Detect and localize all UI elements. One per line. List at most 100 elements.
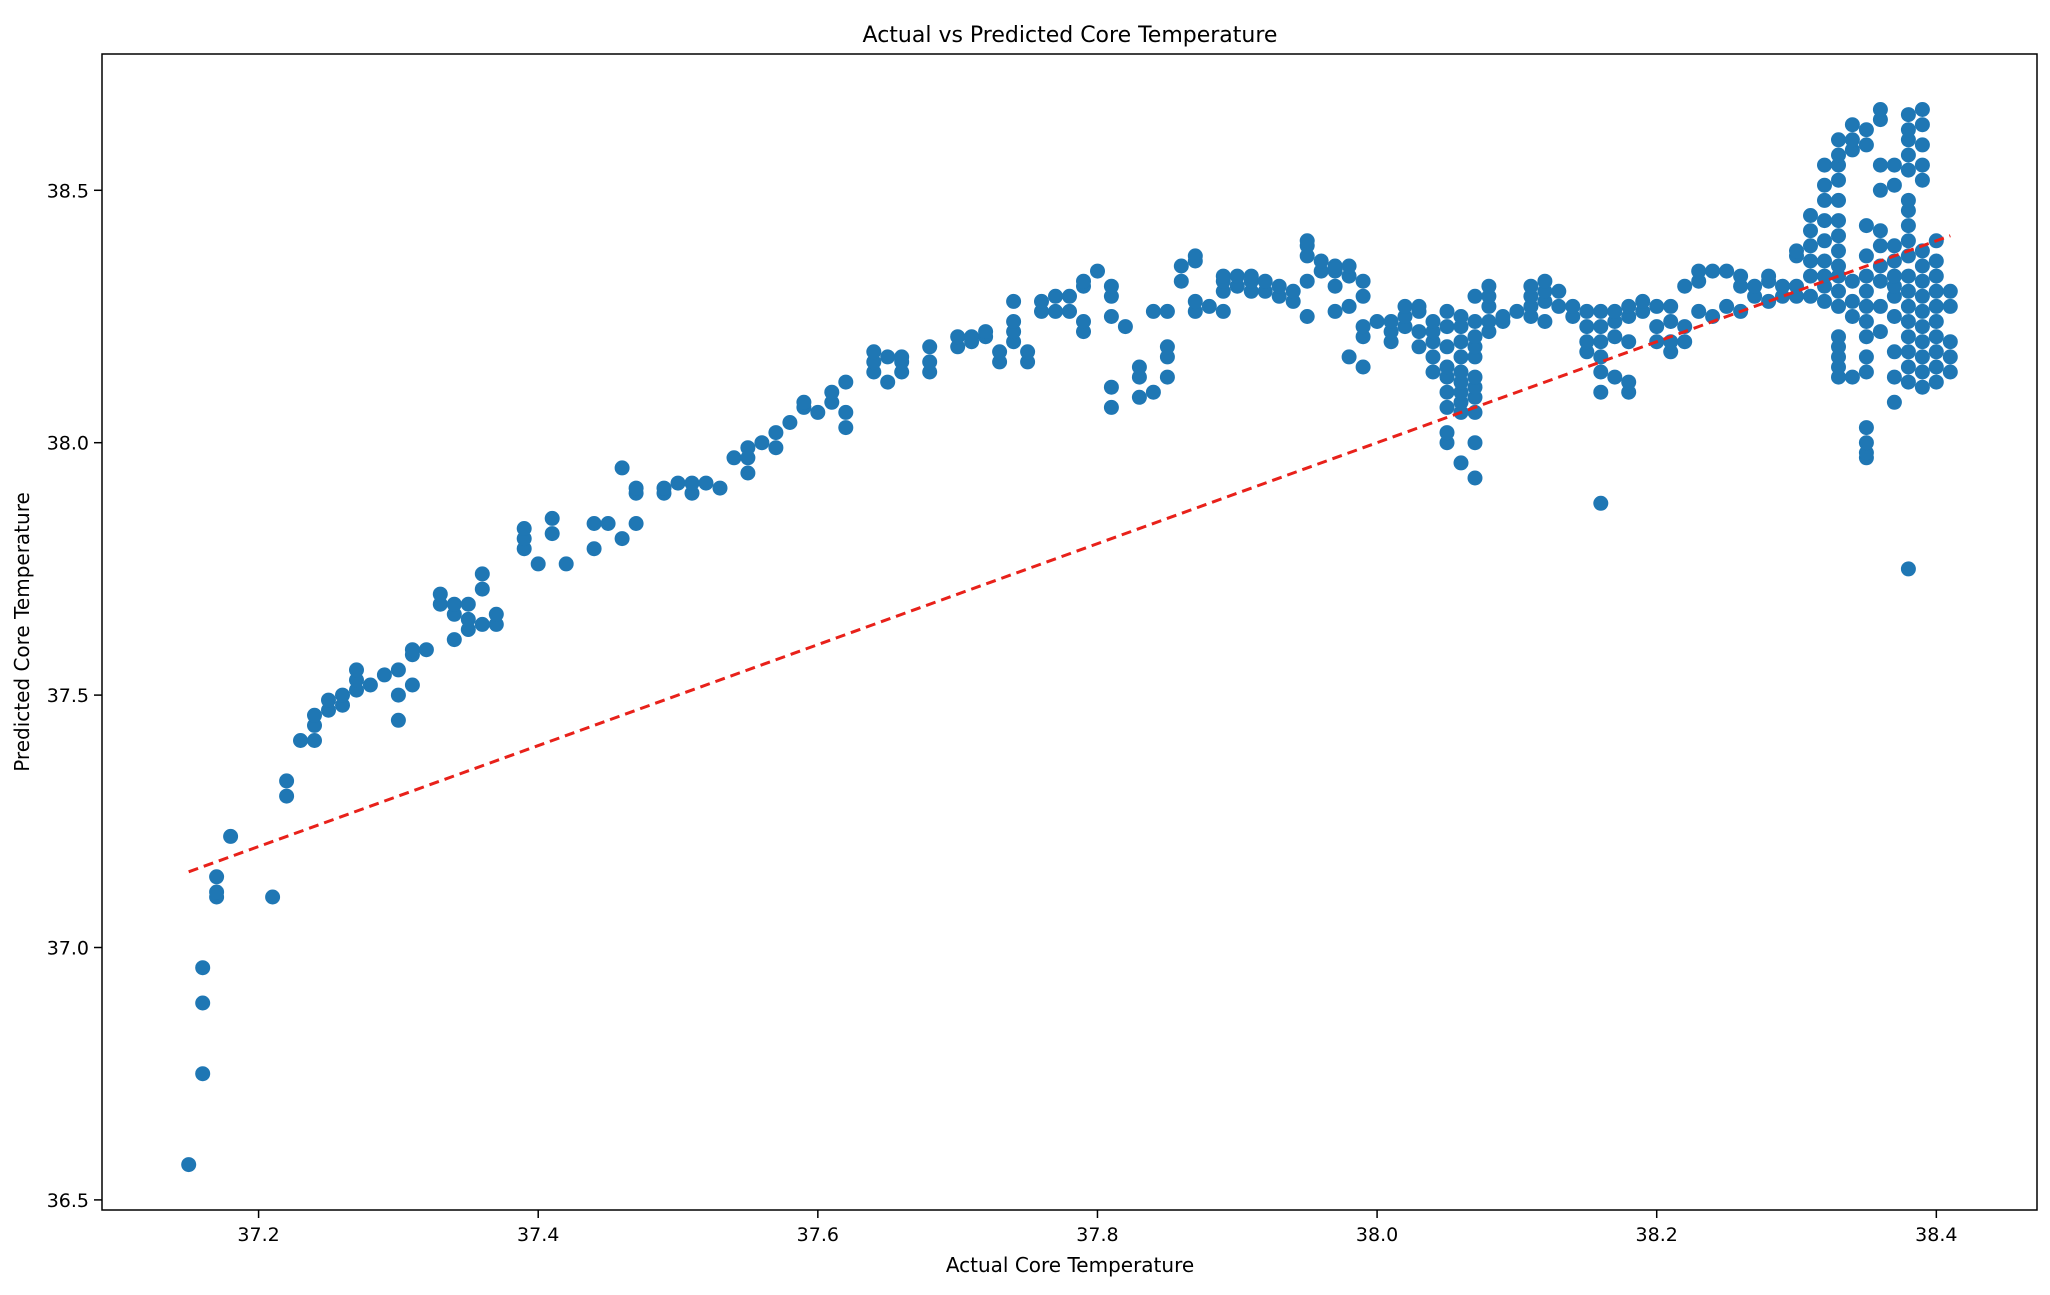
data-point	[1775, 278, 1790, 294]
data-point	[223, 828, 239, 844]
data-point	[1886, 268, 1902, 284]
data-point	[1285, 283, 1301, 299]
data-point	[1914, 288, 1930, 304]
data-point	[1439, 399, 1455, 415]
data-point	[1467, 329, 1483, 345]
data-point	[195, 960, 211, 976]
data-point	[1872, 182, 1888, 198]
data-point	[446, 596, 462, 612]
data-point	[1467, 369, 1483, 385]
data-point	[1439, 339, 1455, 355]
data-point	[1719, 263, 1735, 279]
data-point	[1453, 349, 1469, 365]
data-point	[1817, 233, 1832, 249]
x-tick-label: 37.2	[237, 1224, 279, 1246]
data-point	[586, 516, 602, 531]
data-point	[1229, 268, 1245, 284]
data-point	[390, 712, 406, 728]
y-tick-label: 38.5	[47, 180, 89, 202]
data-point	[1593, 384, 1609, 400]
data-point	[1928, 283, 1944, 299]
data-point	[1900, 107, 1916, 123]
data-point	[1593, 364, 1609, 380]
data-point	[1649, 298, 1665, 314]
data-point	[1215, 268, 1231, 284]
data-point	[1858, 268, 1874, 284]
data-point	[1523, 278, 1539, 294]
data-point	[1719, 298, 1735, 314]
data-point	[1453, 455, 1469, 471]
data-point	[1341, 258, 1357, 274]
data-point	[1900, 314, 1916, 329]
data-point	[404, 677, 420, 693]
data-point	[1844, 309, 1860, 324]
y-tick-label: 38.0	[47, 433, 89, 455]
data-point	[628, 516, 644, 531]
data-point	[1425, 314, 1441, 329]
x-tick-label: 37.4	[517, 1224, 559, 1246]
data-point	[1844, 369, 1860, 385]
data-point	[1900, 283, 1916, 299]
data-point	[1076, 273, 1091, 289]
data-point	[698, 475, 714, 491]
data-point	[1551, 298, 1567, 314]
data-point	[544, 510, 560, 526]
data-point	[1481, 314, 1497, 329]
data-point	[1635, 293, 1651, 309]
data-point	[1831, 298, 1846, 314]
data-point	[1579, 319, 1595, 335]
data-point	[265, 889, 281, 905]
data-point	[1831, 213, 1846, 229]
data-point	[1453, 309, 1469, 324]
data-point	[1942, 334, 1958, 350]
data-point	[1621, 374, 1637, 390]
data-point	[1942, 298, 1958, 314]
data-point	[1844, 273, 1860, 289]
data-point	[1677, 278, 1693, 294]
reference-line	[188, 234, 1951, 874]
data-point	[1425, 349, 1441, 365]
data-point	[1048, 288, 1063, 304]
data-point	[1844, 132, 1860, 148]
data-point	[1844, 117, 1860, 133]
data-point	[1803, 288, 1818, 304]
data-point	[1803, 253, 1818, 269]
data-point	[1872, 273, 1888, 289]
data-point	[1341, 349, 1357, 365]
data-point	[293, 733, 308, 748]
data-point	[768, 440, 784, 456]
plot-frame	[101, 53, 2038, 1211]
data-point	[1817, 293, 1832, 309]
data-point	[656, 480, 672, 496]
data-point	[1327, 278, 1343, 294]
data-point	[1817, 253, 1832, 269]
data-point	[1299, 273, 1315, 289]
data-point	[1886, 394, 1902, 410]
data-point	[1914, 379, 1930, 395]
data-point	[1900, 298, 1916, 314]
data-point	[1928, 329, 1944, 345]
data-point	[321, 692, 336, 708]
data-point	[796, 394, 812, 410]
data-point	[1803, 268, 1818, 284]
data-point	[1439, 425, 1455, 441]
data-point	[1831, 192, 1846, 208]
data-point	[1914, 172, 1930, 188]
data-point	[1914, 349, 1930, 365]
data-point	[1942, 283, 1958, 299]
data-point	[1831, 258, 1846, 274]
data-point	[446, 632, 462, 648]
data-point	[1159, 369, 1175, 385]
data-point	[838, 420, 854, 436]
data-point	[1858, 420, 1874, 436]
data-point	[1789, 243, 1804, 259]
data-point	[1900, 233, 1916, 249]
x-axis-ticks: 37.2 37.4 37.6 37.8 38.0 38.2 38.4	[237, 1210, 1957, 1246]
data-point	[1914, 258, 1930, 274]
data-point	[950, 329, 966, 345]
data-point	[1872, 324, 1888, 340]
data-point	[460, 611, 476, 627]
data-point	[1537, 314, 1553, 329]
data-point	[1928, 344, 1944, 360]
